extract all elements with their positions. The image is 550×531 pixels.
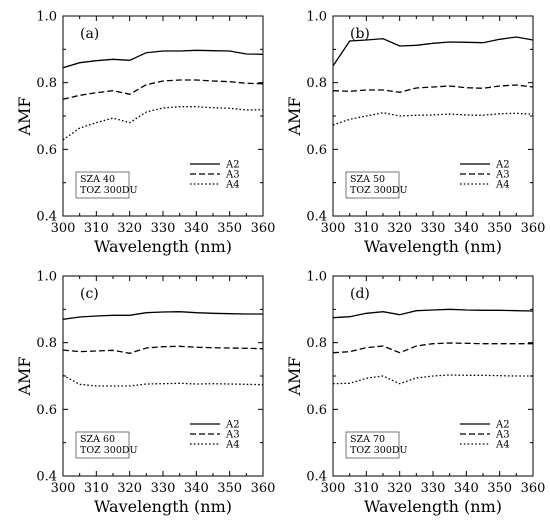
y-tick-label: 0.4	[306, 210, 327, 225]
series-line-a4	[62, 106, 264, 141]
series-line-a3	[332, 84, 534, 93]
x-tick-label: 320	[387, 221, 412, 236]
x-tick-label: 330	[151, 221, 176, 236]
info-line: SZA 50	[350, 174, 385, 185]
y-tick-label: 1.0	[306, 270, 327, 285]
legend-label-a4: A4	[225, 440, 240, 451]
series-line-a4	[62, 374, 264, 387]
legend-label-a2: A2	[495, 420, 510, 431]
y-tick-label: 0.8	[36, 76, 57, 91]
x-tick-label: 350	[217, 221, 242, 236]
y-tick-label: 1.0	[36, 10, 57, 25]
info-line: SZA 70	[350, 434, 385, 445]
x-tick-label: 300	[321, 481, 346, 496]
y-axis-title: AMF	[15, 356, 34, 396]
info-box	[345, 171, 400, 199]
y-tick-label: 0.8	[306, 336, 327, 351]
x-tick-label: 340	[454, 481, 479, 496]
x-tick-label: 310	[84, 481, 109, 496]
panel-label: (a)	[80, 26, 99, 42]
x-tick-label: 340	[184, 481, 209, 496]
y-tick-label: 0.4	[306, 470, 327, 485]
y-tick-label: 0.4	[36, 470, 57, 485]
x-tick-label: 310	[84, 221, 109, 236]
info-line: SZA 60	[80, 434, 115, 445]
series-line-a3	[62, 79, 264, 100]
series-line-a2	[332, 36, 534, 67]
y-axis-title: AMF	[285, 356, 304, 396]
legend-label-a3: A3	[495, 170, 510, 181]
series-line-a2	[332, 308, 534, 319]
series-line-a3	[332, 342, 533, 354]
x-tick-label: 300	[321, 221, 346, 236]
x-tick-label: 340	[184, 221, 209, 236]
x-axis-title: Wavelength (nm)	[364, 237, 502, 256]
series-line-a2	[62, 311, 263, 320]
info-line: TOZ 300DU	[80, 445, 138, 456]
series-line-a4	[332, 112, 534, 126]
info-line: SZA 40	[80, 174, 115, 185]
x-tick-label: 360	[521, 481, 546, 496]
y-tick-label: 1.0	[306, 10, 327, 25]
info-box	[75, 171, 130, 199]
x-tick-label: 330	[421, 221, 446, 236]
x-axis-title: Wavelength (nm)	[94, 237, 232, 256]
x-tick-label: 330	[421, 481, 446, 496]
legend-label-a3: A3	[225, 430, 240, 441]
x-tick-label: 340	[454, 221, 479, 236]
x-tick-label: 350	[487, 481, 512, 496]
x-axis-title: Wavelength (nm)	[94, 497, 232, 516]
panel-c: 300 310 320 330 340 350 360 0.4 0.6 0.8 1.0 Wavelen…	[15, 270, 275, 517]
panel-a: 300 310 320 330 340 350 360 0.4 0.6 0.8 1.0 Wavelen…	[15, 10, 275, 257]
panel-label: (c)	[80, 286, 99, 302]
series-line-a3	[62, 345, 264, 354]
x-tick-label: 350	[487, 221, 512, 236]
info-line: TOZ 300DU	[80, 185, 138, 196]
legend-label-a4: A4	[225, 180, 240, 191]
y-tick-label: 0.8	[36, 336, 57, 351]
y-tick-label: 0.4	[36, 210, 57, 225]
y-tick-label: 0.6	[306, 403, 327, 418]
panel-label: (b)	[350, 26, 370, 42]
info-box	[345, 431, 400, 459]
y-tick-label: 0.6	[36, 403, 57, 418]
y-tick-label: 1.0	[36, 270, 57, 285]
x-tick-label: 310	[354, 481, 379, 496]
x-tick-label: 320	[387, 481, 412, 496]
x-tick-label: 300	[51, 221, 76, 236]
legend-label-a4: A4	[495, 180, 510, 191]
legend-label-a2: A2	[495, 160, 510, 171]
series-line-a2	[62, 49, 264, 69]
x-tick-label: 300	[51, 481, 76, 496]
legend-label-a2: A2	[225, 160, 240, 171]
y-axis-title: AMF	[15, 96, 34, 136]
x-tick-label: 310	[354, 221, 379, 236]
legend-label-a2: A2	[225, 420, 240, 431]
x-axis-title: Wavelength (nm)	[364, 497, 502, 516]
y-tick-label: 0.6	[36, 143, 57, 158]
panel-d: 300 310 320 330 340 350 360 0.4 0.6 0.8 1.0 Wavelen…	[285, 270, 545, 517]
x-tick-label: 360	[521, 221, 546, 236]
x-tick-label: 350	[217, 481, 242, 496]
y-tick-label: 0.6	[306, 143, 327, 158]
info-box	[75, 431, 130, 459]
info-line: TOZ 300DU	[350, 185, 408, 196]
x-tick-label: 360	[251, 221, 276, 236]
x-tick-label: 330	[151, 481, 176, 496]
panel-label: (d)	[350, 286, 370, 302]
x-tick-label: 320	[117, 221, 142, 236]
panel-b: 300 310 320 330 340 350 360 0.4 0.6 0.8 1.0 Wavelen…	[285, 10, 545, 257]
series-line-a4	[332, 374, 533, 385]
x-tick-label: 320	[117, 481, 142, 496]
y-tick-label: 0.8	[306, 76, 327, 91]
y-axis-title: AMF	[285, 96, 304, 136]
legend-label-a4: A4	[495, 440, 510, 451]
legend-label-a3: A3	[495, 430, 510, 441]
info-line: TOZ 300DU	[350, 445, 408, 456]
legend-label-a3: A3	[225, 170, 240, 181]
x-tick-label: 360	[251, 481, 276, 496]
